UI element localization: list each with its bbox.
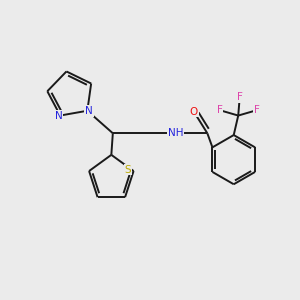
Text: F: F <box>237 92 243 102</box>
Text: S: S <box>125 164 131 175</box>
Text: NH: NH <box>168 128 184 138</box>
Text: F: F <box>217 105 223 115</box>
Text: N: N <box>55 110 63 121</box>
Text: O: O <box>190 107 198 117</box>
Text: N: N <box>85 106 93 116</box>
Text: F: F <box>254 105 260 115</box>
